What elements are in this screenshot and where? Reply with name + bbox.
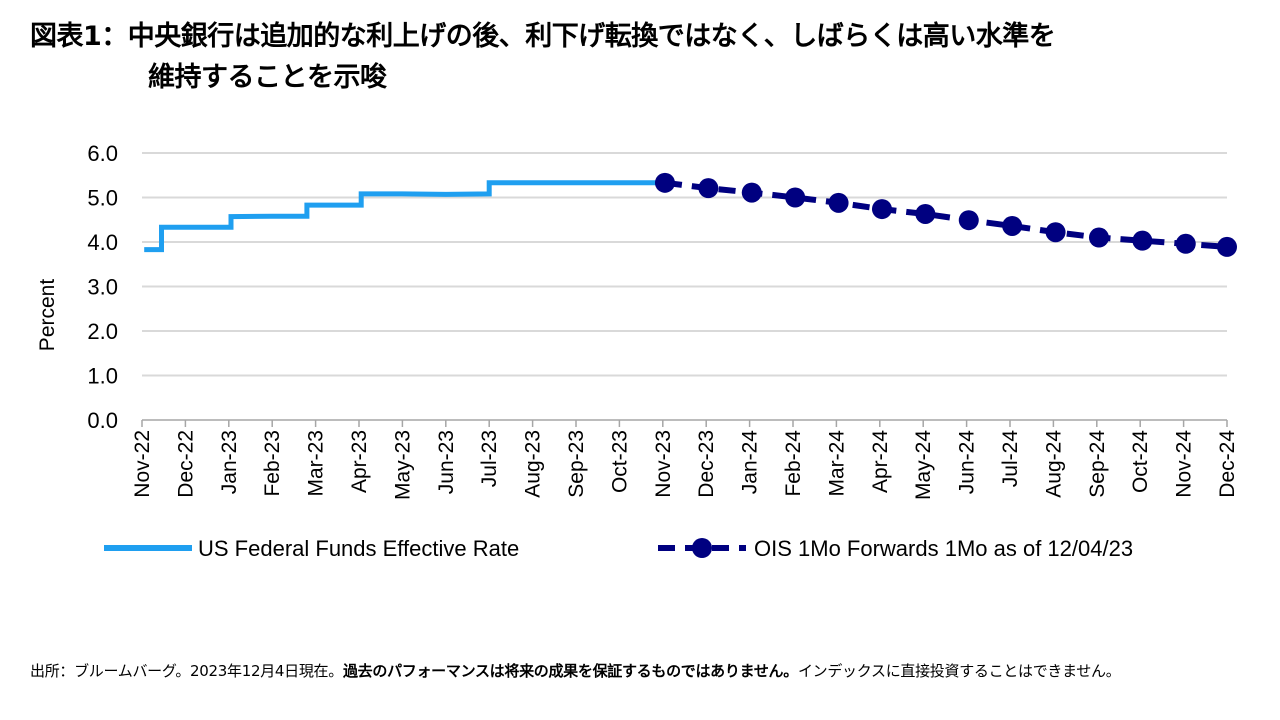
y-tick-label: 3.0 [87,275,118,300]
y-tick-labels: 0.0 1.0 2.0 3.0 4.0 5.0 6.0 [87,141,118,433]
y-tick-label: 1.0 [87,364,118,389]
ois-data-point [1132,230,1153,251]
y-tick-label: 5.0 [87,186,118,211]
x-tick-label: Nov-22 [131,430,154,498]
y-tick-label: 2.0 [87,319,118,344]
ois-data-point [828,192,849,213]
x-tick-label: Feb-23 [261,430,284,497]
x-tick-label: Jul-24 [999,430,1022,488]
source-note-suffix: インデックスに直接投資することはできません。 [797,662,1121,680]
x-tick-label: Nov-23 [652,430,675,498]
ois-data-point [1088,227,1109,248]
ois-data-point [1002,215,1023,236]
y-tick-label: 4.0 [87,230,118,255]
x-tick-label: Apr-23 [348,430,371,493]
x-tick-label: Jun-24 [956,430,979,495]
x-tick-label: Aug-24 [1042,430,1065,498]
y-tick-label: 0.0 [87,408,118,433]
x-tick-label: Feb-24 [782,430,805,497]
x-tick-label: Jun-23 [435,430,458,494]
chart-title-line1: 図表1：中央銀行は追加的な利上げの後、利下げ転換ではなく、しばらくは高い水準を [30,21,1056,52]
ois-data-point [1217,236,1237,257]
y-tick-label: 6.0 [87,141,118,166]
x-tick-label: May-23 [391,430,414,500]
x-tick-label: Sep-23 [565,430,588,498]
y-axis-label: Percent [36,279,59,352]
ois-data-point [1175,233,1196,254]
x-tick-label: Nov-24 [1173,430,1196,498]
x-tick-label: Dec-22 [174,430,197,498]
x-tick-label: Aug-23 [522,430,545,498]
ois-data-point [654,172,675,193]
ois-data-point [698,178,719,199]
x-tick-label: May-24 [912,430,935,500]
source-note: 出所：ブルームバーグ。2023年12月4日現在。過去のパフォーマンスは将来の成果… [30,659,1210,683]
legend: US Federal Funds Effective Rate OIS 1Mo … [104,536,1133,561]
source-note-disclaimer: 過去のパフォーマンスは将来の成果を保証するものではありません。 [342,662,798,680]
x-tick-label: Jan-23 [218,430,241,494]
legend-marker-ois [692,538,712,558]
x-tick-label: Dec-24 [1216,430,1239,498]
x-tick-label: Jan-24 [739,430,762,495]
x-tick-label: Apr-24 [869,430,892,493]
ois-data-point [958,210,979,231]
effr-series-line [144,180,663,253]
chart-title-line2: 維持することを示唆 [148,62,387,93]
x-tick-label: Sep-24 [1086,430,1109,498]
x-tick-label: Mar-23 [305,430,328,497]
x-tick-labels: Nov-22 Dec-22 Jan-23 Feb-23 Mar-23 Apr-23 May-… [131,430,1239,500]
x-tick-label: Mar-24 [825,430,848,497]
grid-lines [141,152,1228,427]
x-tick-label: Dec-23 [695,430,718,498]
ois-data-point [785,187,806,208]
x-tick-label: Oct-24 [1129,430,1152,493]
ois-data-point [871,199,892,220]
legend-label-ois: OIS 1Mo Forwards 1Mo as of 12/04/23 [754,536,1133,561]
x-tick-label: Oct-23 [608,430,631,493]
source-note-prefix: 出所：ブルームバーグ。2023年12月4日現在。 [30,662,343,680]
ois-data-point [741,182,762,203]
ois-data-point [1045,222,1066,243]
ois-data-point [915,203,936,224]
line-chart: 0.0 1.0 2.0 3.0 4.0 5.0 6.0 Nov-22 Dec-22 Jan-23… [36,141,1239,561]
legend-label-effr: US Federal Funds Effective Rate [198,536,519,561]
x-tick-label: Jul-23 [478,430,501,487]
series-layer [144,172,1237,257]
